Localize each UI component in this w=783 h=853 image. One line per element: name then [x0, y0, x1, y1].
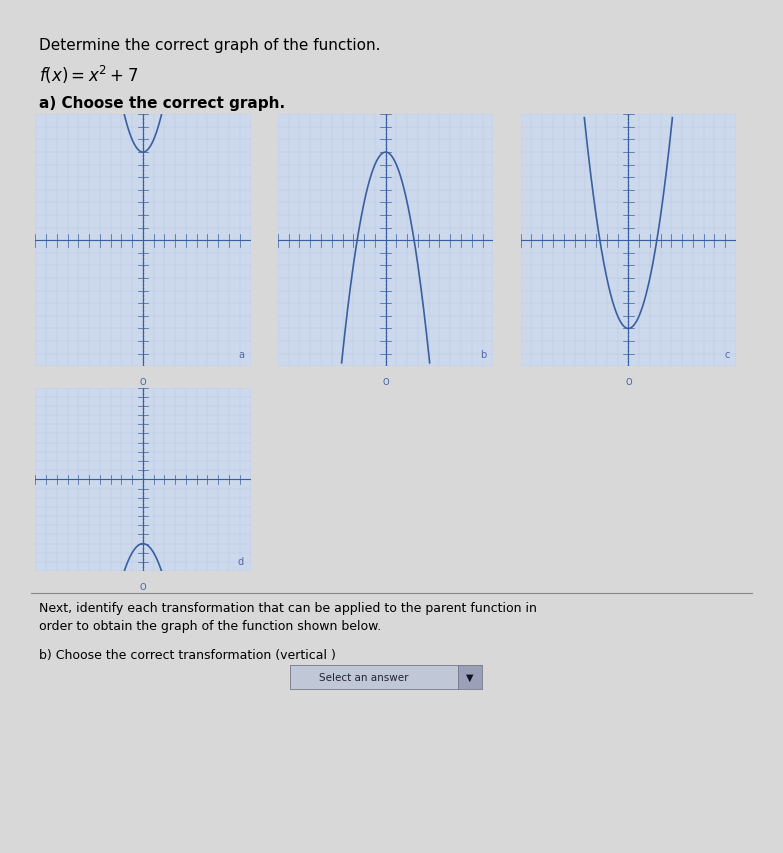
Text: O: O: [139, 583, 146, 592]
Text: O: O: [139, 378, 146, 387]
Text: a: a: [238, 349, 244, 359]
Text: Next, identify each transformation that can be applied to the parent function in: Next, identify each transformation that …: [39, 601, 537, 632]
Text: c: c: [724, 349, 730, 359]
Text: O: O: [625, 378, 632, 387]
Text: b) Choose the correct transformation (vertical ): b) Choose the correct transformation (ve…: [39, 648, 340, 661]
Text: Determine the correct graph of the function.: Determine the correct graph of the funct…: [39, 38, 381, 54]
Text: d: d: [238, 556, 244, 566]
Text: a) Choose the correct graph.: a) Choose the correct graph.: [39, 96, 285, 111]
Text: Select an answer: Select an answer: [319, 672, 409, 682]
Text: O: O: [382, 378, 389, 387]
Text: $f(x) = x^2 + 7$: $f(x) = x^2 + 7$: [39, 64, 139, 86]
Text: ▼: ▼: [466, 672, 474, 682]
Text: b: b: [481, 349, 487, 359]
